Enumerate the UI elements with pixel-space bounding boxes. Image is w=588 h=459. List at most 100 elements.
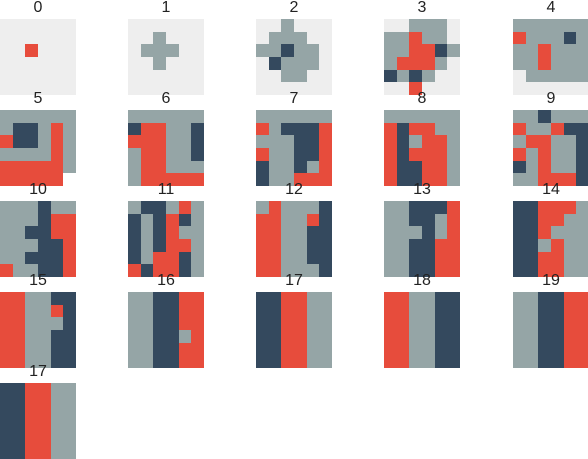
- grid-cell: [51, 292, 63, 305]
- grid-cell: [447, 161, 460, 173]
- grid-cell: [191, 252, 204, 264]
- grid-cell: [128, 110, 141, 123]
- grid-cell: [319, 70, 332, 82]
- grid-cell: [153, 343, 166, 355]
- grid-cell: [63, 421, 76, 434]
- grid-cell: [576, 252, 588, 264]
- grid-cell: [153, 173, 166, 186]
- grid-cell: [191, 226, 204, 239]
- grid-cell: [294, 57, 307, 70]
- grid-cell: [576, 343, 588, 355]
- grid-cell: [447, 214, 460, 226]
- grid-cell: [435, 148, 447, 161]
- grid-cell: [576, 292, 588, 305]
- grid-cell: [128, 19, 141, 32]
- grid-cell: [513, 264, 526, 277]
- grid-cell: [281, 317, 294, 330]
- grid-cell: [51, 82, 63, 95]
- grid-cell: [422, 355, 435, 368]
- grid-cell: [38, 161, 51, 173]
- grid-cell: [256, 239, 269, 252]
- grid-cell: [51, 110, 63, 123]
- grid-cell: [281, 148, 294, 161]
- grid-cell: [63, 148, 76, 161]
- grid-cell: [13, 292, 25, 305]
- grid-cell: [256, 19, 269, 32]
- grid-cell: [551, 44, 564, 57]
- grid-cell: [397, 123, 409, 135]
- grid-cell: [166, 110, 179, 123]
- grid-cell: [38, 110, 51, 123]
- grid-cell: [435, 44, 447, 57]
- panel-label: 15: [29, 272, 47, 289]
- grid-cell: [51, 173, 63, 186]
- grid-cell: [128, 32, 141, 44]
- grid-cell: [0, 19, 13, 32]
- grid-cell: [166, 305, 179, 317]
- grid-cell: [153, 292, 166, 305]
- grid-cell: [576, 148, 588, 161]
- grid-cell: [409, 110, 422, 123]
- grid-cell: [0, 317, 13, 330]
- grid-cell: [551, 123, 564, 135]
- grid-cell: [564, 292, 576, 305]
- grid-cell: [384, 161, 397, 173]
- grid-cell: [564, 343, 576, 355]
- panel-label: 6: [161, 90, 171, 107]
- grid-cell: [307, 173, 319, 186]
- grid-cell: [409, 135, 422, 148]
- grid-cell: [551, 226, 564, 239]
- grid-cell: [0, 226, 13, 239]
- grid-cell: [409, 161, 422, 173]
- grid-cell: [409, 19, 422, 32]
- grid-cell: [564, 226, 576, 239]
- grid-cell: [269, 161, 281, 173]
- grid-cell: [13, 19, 25, 32]
- grid-cell: [564, 70, 576, 82]
- grid-cell: [179, 343, 191, 355]
- grid-cell: [307, 252, 319, 264]
- grid-cell: [513, 252, 526, 264]
- grid-cell: [435, 201, 447, 214]
- grid-cell: [538, 173, 551, 186]
- grid-cell: [38, 173, 51, 186]
- grid-cell: [447, 173, 460, 186]
- grid-cell: [141, 110, 153, 123]
- grid-cell: [38, 305, 51, 317]
- grid-cell: [141, 317, 153, 330]
- grid-cell: [384, 70, 397, 82]
- grid-cell: [153, 330, 166, 343]
- grid-cell: [319, 19, 332, 32]
- grid-cell: [551, 161, 564, 173]
- grid-cell: [25, 32, 38, 44]
- grid-cell: [538, 214, 551, 226]
- grid-cell: [435, 135, 447, 148]
- grid-cell: [141, 201, 153, 214]
- grid-cell: [538, 317, 551, 330]
- grid-cell: [153, 135, 166, 148]
- grid-cell: [191, 264, 204, 277]
- grid-cell: [63, 383, 76, 396]
- grid-cell: [294, 305, 307, 317]
- grid-cell: [191, 343, 204, 355]
- grid-cell: [319, 330, 332, 343]
- grid-cell: [576, 82, 588, 95]
- grid-cell: [409, 355, 422, 368]
- grid-cell: [256, 355, 269, 368]
- grid-cell: [447, 355, 460, 368]
- grid-cell: [538, 292, 551, 305]
- grid-cell: [38, 421, 51, 434]
- grid-cell: [128, 252, 141, 264]
- grid-cell: [128, 161, 141, 173]
- grid-cell: [422, 264, 435, 277]
- grid-cell: [384, 226, 397, 239]
- grid-cell: [141, 70, 153, 82]
- grid-cell: [526, 343, 538, 355]
- grid-cell: [38, 446, 51, 459]
- grid-cell: [269, 239, 281, 252]
- grid-cell: [281, 343, 294, 355]
- grid-cell: [179, 355, 191, 368]
- grid-cell: [63, 264, 76, 277]
- grid-cell: [538, 264, 551, 277]
- grid-cell: [51, 383, 63, 396]
